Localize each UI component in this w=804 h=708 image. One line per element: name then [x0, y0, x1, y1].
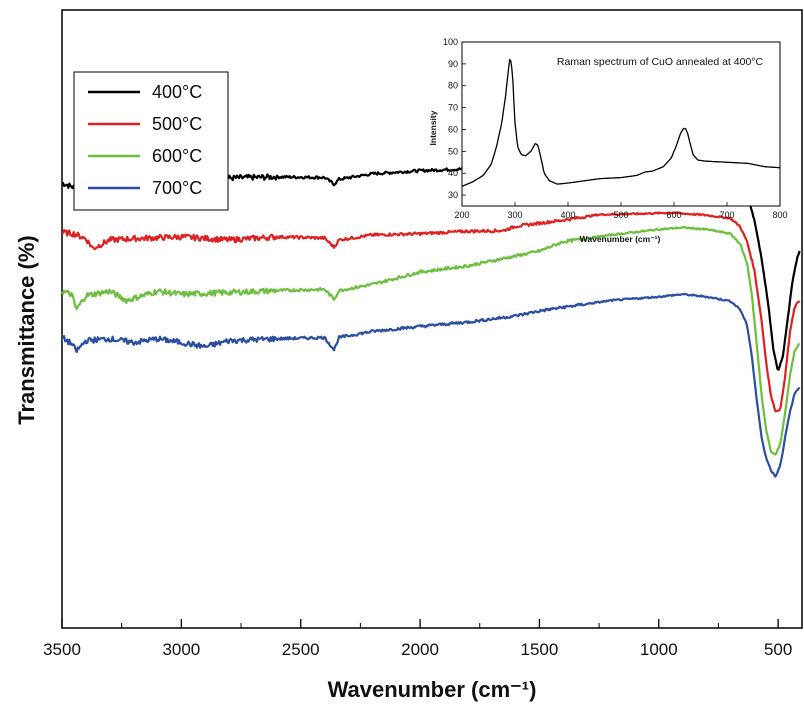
x-tick-label: 1500	[521, 640, 559, 659]
inset-y-tick-label: 90	[448, 59, 458, 69]
inset-y-axis-title: Intensity	[428, 110, 438, 145]
x-axis-ticks: 3500 3000 2500 2000 1500 1000 500	[43, 619, 792, 659]
raman-series-line	[461, 58, 780, 187]
inset-y-tick-label: 100	[443, 37, 458, 47]
series-line-600c	[61, 225, 801, 456]
inset-y-tick-label: 40	[448, 168, 458, 178]
inset-x-tick-label: 200	[454, 210, 469, 220]
y-axis-title: Transmittance (%)	[14, 235, 39, 425]
plot-frame	[61, 9, 803, 629]
inset-x-tick-label: 300	[507, 210, 522, 220]
inset-y-tick-label: 30	[448, 190, 458, 200]
inset-title: Raman spectrum of CuO annealed at 400°C	[557, 56, 764, 68]
legend-label: 700°C	[152, 178, 202, 198]
inset-y-tick-label: 60	[448, 124, 458, 134]
x-tick-label: 500	[764, 640, 792, 659]
inset-x-axis-title: Wavenumber (cm⁻¹)	[580, 234, 661, 244]
series-line-500c	[61, 211, 801, 413]
x-tick-label: 1000	[640, 640, 678, 659]
inset-y-tick-label: 50	[448, 146, 458, 156]
inset-y-tick-label: 80	[448, 81, 458, 91]
inset-axis-ticks: 200 300 400 500 600 700 800 30 40 50 60 70 80 90 100	[443, 37, 788, 220]
x-axis-title: Wavenumber (cm⁻¹)	[328, 677, 537, 702]
x-tick-label: 2500	[282, 640, 320, 659]
legend-label: 600°C	[152, 146, 202, 166]
raman-inset: 200 300 400 500 600 700 800 30 40 50 60 70 80 90 100 R…	[428, 37, 788, 244]
inset-raman-line	[461, 58, 780, 187]
inset-x-tick-label: 600	[666, 210, 681, 220]
series-line-700c	[62, 292, 801, 478]
inset-x-tick-label: 400	[560, 210, 575, 220]
inset-x-tick-label: 500	[613, 210, 628, 220]
inset-y-tick-label: 70	[448, 103, 458, 113]
legend-label: 400°C	[152, 82, 202, 102]
legend-label: 500°C	[152, 114, 202, 134]
inset-x-tick-label: 700	[719, 210, 734, 220]
inset-x-tick-label: 800	[772, 210, 787, 220]
x-tick-label: 2000	[401, 640, 439, 659]
x-tick-label: 3500	[43, 640, 81, 659]
legend: 400°C 500°C 600°C 700°C	[73, 71, 229, 211]
main-plot: 3500 3000 2500 2000 1500 1000 500 Wavenumber (…	[14, 9, 803, 702]
x-tick-label: 3000	[162, 640, 200, 659]
